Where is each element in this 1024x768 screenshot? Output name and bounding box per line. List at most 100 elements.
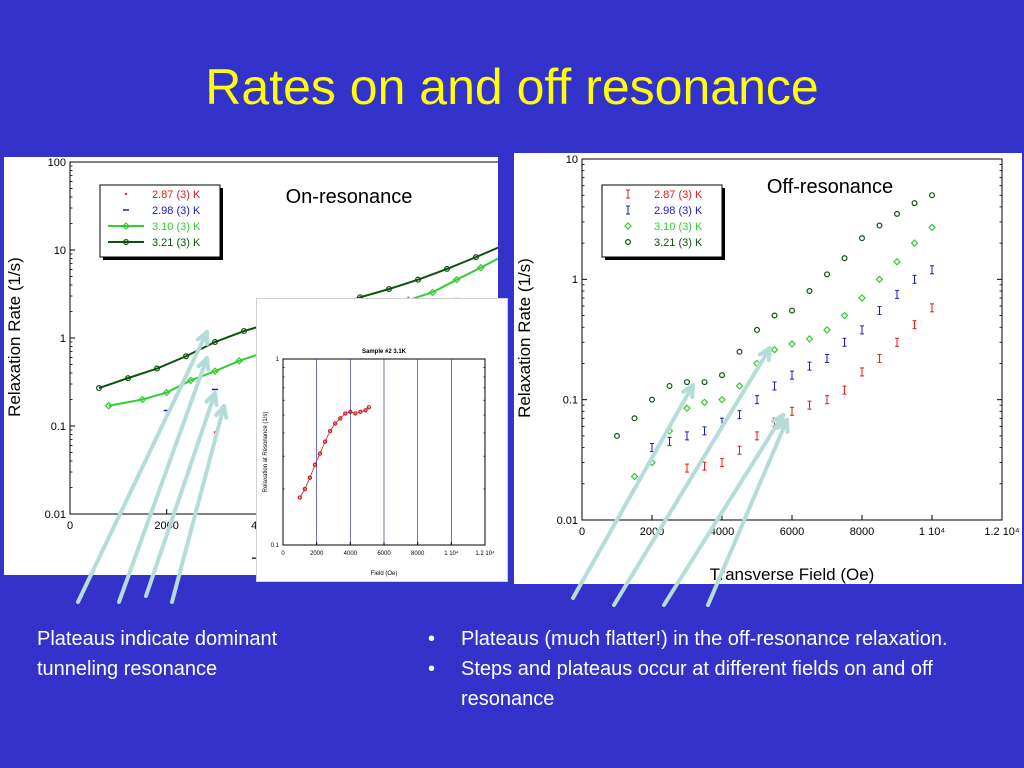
data-point	[348, 409, 353, 415]
y-tick-label: 0.01	[45, 509, 66, 521]
data-point	[183, 353, 190, 360]
y-axis-label: Relaxation at Resonance (1/s)	[263, 412, 269, 493]
x-tick-label: 6000	[780, 526, 804, 538]
x-tick-label: 0	[579, 526, 585, 538]
legend-entry: 2.98 (3) K	[123, 205, 201, 217]
data-point	[444, 265, 451, 272]
data-point	[452, 275, 461, 284]
data-point	[124, 192, 128, 196]
arrow-shaft	[571, 383, 695, 600]
data-point	[386, 286, 393, 293]
data-point	[211, 367, 219, 376]
data-point	[338, 416, 343, 421]
arrow-head	[757, 346, 772, 362]
data-point	[875, 275, 884, 284]
legend-box	[601, 184, 723, 258]
x-tick-label: 2000	[310, 551, 324, 557]
data-point	[138, 395, 147, 404]
legend-label: 3.10 (3) K	[152, 221, 201, 233]
legend-entry: 2.87 (3) K	[124, 189, 201, 201]
arrow	[662, 413, 785, 607]
data-point	[911, 200, 918, 207]
legend-label: 3.21 (3) K	[152, 237, 201, 249]
chart-annotation: On-resonance	[286, 186, 413, 208]
legend-label: 2.98 (3) K	[654, 205, 703, 217]
data-point	[823, 326, 831, 334]
data-point	[186, 376, 195, 385]
data-point	[332, 421, 338, 426]
data-point	[928, 223, 936, 232]
data-point	[235, 356, 244, 365]
data-point	[358, 409, 363, 415]
data-series	[613, 192, 936, 439]
data-series	[650, 265, 934, 453]
data-point	[718, 395, 726, 404]
x-tick-label: 8000	[850, 526, 874, 538]
legend-entry: 3.10 (3) K	[624, 221, 703, 233]
arrow	[144, 391, 219, 598]
data-point	[327, 428, 333, 434]
y-tick-label: 0.1	[51, 421, 66, 433]
inset-chart-svg: 0.1 1 0 2000 4000 6000 8000 1 10⁴ 1.2 10⁴ Field (…	[263, 349, 495, 577]
data-point	[894, 210, 901, 217]
x-tick-label: 6000	[377, 551, 391, 557]
off-resonance-chart: 0.01 0.1 1 10 0 2000 4000 6000 8000 1 10⁴ 1.2 10⁴ T…	[514, 153, 1022, 584]
data-point	[212, 339, 219, 346]
arrow-shaft	[144, 391, 217, 598]
arrow-head	[775, 418, 790, 434]
x-tick-label: 1.2 10⁴	[475, 550, 495, 557]
x-tick-label: 1 10⁴	[444, 550, 459, 557]
left-caption: Plateaus indicate dominant tunneling res…	[37, 628, 278, 680]
data-point	[122, 238, 129, 245]
data-point	[476, 263, 485, 272]
arrow-head	[195, 330, 210, 346]
x-axis-label: Transverse Field (Oe)	[710, 565, 875, 584]
legend-label: 3.21 (3) K	[654, 237, 703, 249]
arrow-head	[196, 356, 211, 372]
data-point	[428, 288, 437, 297]
data-point	[241, 328, 248, 335]
data-point	[893, 257, 901, 266]
data-point	[624, 238, 631, 245]
data-point	[302, 486, 308, 492]
legend-entry: 2.87 (3) K	[626, 189, 703, 201]
arrow	[571, 383, 695, 600]
data-point	[322, 439, 328, 444]
data-point	[95, 385, 102, 392]
legend-label: 2.87 (3) K	[654, 189, 703, 201]
slide-title: Rates on and off resonance	[205, 59, 819, 115]
data-series	[297, 405, 372, 500]
chart-annotation: Off-resonance	[767, 176, 893, 198]
data-point	[735, 382, 744, 390]
data-point	[649, 396, 656, 403]
y-tick-label: 10	[54, 245, 66, 257]
data-point	[317, 451, 323, 456]
data-point	[719, 372, 726, 379]
legend-entry: 3.21 (3) K	[108, 237, 201, 249]
arrow-head	[204, 391, 219, 407]
x-tick-label: 4000	[710, 526, 734, 538]
data-point	[754, 326, 761, 333]
arrow-shaft	[706, 418, 789, 607]
data-point	[910, 239, 919, 247]
data-point	[154, 365, 161, 372]
data-series	[630, 223, 936, 481]
data-point	[363, 408, 368, 413]
arrow-shaft	[76, 330, 209, 604]
data-point	[841, 255, 848, 262]
arrow-shaft	[662, 413, 785, 607]
bullet-item: Steps and plateaus occur at different fi…	[420, 654, 1000, 714]
data-point	[312, 462, 318, 467]
data-point	[771, 312, 778, 319]
x-tick-label: 8000	[411, 551, 425, 557]
data-point	[613, 432, 620, 439]
data-point	[297, 495, 303, 500]
legend-label: 2.98 (3) K	[152, 205, 201, 217]
arrow	[117, 356, 211, 604]
legend-entry: 3.21 (3) K	[624, 237, 703, 249]
data-point	[876, 222, 883, 229]
bullet-list: Plateaus (much flatter!) in the off-reso…	[420, 624, 1000, 714]
data-point	[929, 192, 936, 199]
data-point	[859, 235, 866, 242]
data-point	[701, 379, 708, 386]
